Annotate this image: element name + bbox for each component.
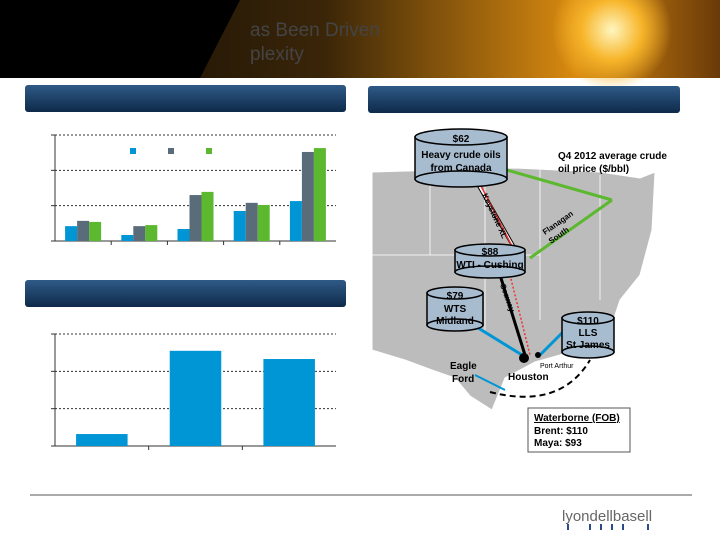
price-label: $62 xyxy=(453,134,470,145)
map: $62 Heavy crude oils from Canada $88 WTI… xyxy=(371,128,667,453)
bar xyxy=(233,210,246,241)
node-label: from Canada xyxy=(430,163,492,174)
pipeline xyxy=(509,274,531,356)
pipeline xyxy=(498,274,527,356)
note: Q4 2012 average crude xyxy=(558,151,667,162)
hub xyxy=(519,353,529,363)
legend-swatch xyxy=(168,148,174,154)
panel-bar xyxy=(25,280,346,307)
bar xyxy=(169,350,222,446)
price-arrow xyxy=(474,374,506,391)
bar xyxy=(263,359,315,446)
bar xyxy=(177,228,190,241)
price-label: $88 xyxy=(482,247,499,258)
bar xyxy=(257,204,270,241)
node-label: Midland xyxy=(436,316,474,327)
place-label: Ford xyxy=(452,374,474,385)
water-route xyxy=(489,359,591,398)
bar xyxy=(89,221,102,241)
price-arrow xyxy=(499,166,613,202)
bar xyxy=(301,151,314,241)
hub xyxy=(535,352,541,358)
legend-swatch xyxy=(206,148,212,154)
bar xyxy=(121,234,134,241)
pipeline-arrow xyxy=(477,179,516,253)
price-label: $110 xyxy=(577,316,599,327)
price-label: $79 xyxy=(447,291,464,302)
cylinder xyxy=(454,243,526,279)
node-label: St James xyxy=(566,340,610,351)
bar xyxy=(76,434,128,446)
cylinder xyxy=(414,128,508,188)
header-dark xyxy=(0,0,240,78)
bar xyxy=(133,226,146,241)
header-glow xyxy=(552,0,672,90)
header-title: as Been Driven xyxy=(250,20,380,41)
panel-bar xyxy=(368,86,680,113)
logo-marks xyxy=(567,524,649,530)
cylinder xyxy=(426,286,484,332)
node-label: WTS xyxy=(444,304,467,315)
box-line: Maya: $93 xyxy=(534,438,582,449)
price-arrow xyxy=(529,198,613,260)
bar xyxy=(145,225,158,241)
place-label: Port Arthur xyxy=(540,363,574,370)
box-title: Waterborne (FOB) xyxy=(534,413,620,424)
header-title: plexity xyxy=(250,44,304,65)
legend-swatch xyxy=(130,148,136,154)
place-label: Eagle xyxy=(450,361,477,372)
node-label: LLS xyxy=(579,328,598,339)
node-label: Heavy crude oils xyxy=(421,150,501,161)
box-line: Brent: $110 xyxy=(534,426,588,437)
panel-bar xyxy=(25,85,346,112)
bar xyxy=(65,226,78,241)
bar xyxy=(201,191,214,241)
logo: lyondellbasell xyxy=(562,508,652,525)
bar xyxy=(245,202,258,241)
bar xyxy=(77,220,90,241)
place-label: Houston xyxy=(508,372,549,383)
bar xyxy=(289,201,302,241)
bar xyxy=(313,148,326,241)
waterborne-box xyxy=(527,407,631,453)
node-label: WTI - Cushing xyxy=(456,260,523,271)
note: oil price ($/bbl) xyxy=(558,164,629,175)
cylinder xyxy=(561,311,615,359)
bar xyxy=(189,195,202,241)
price-arrow xyxy=(538,328,567,357)
